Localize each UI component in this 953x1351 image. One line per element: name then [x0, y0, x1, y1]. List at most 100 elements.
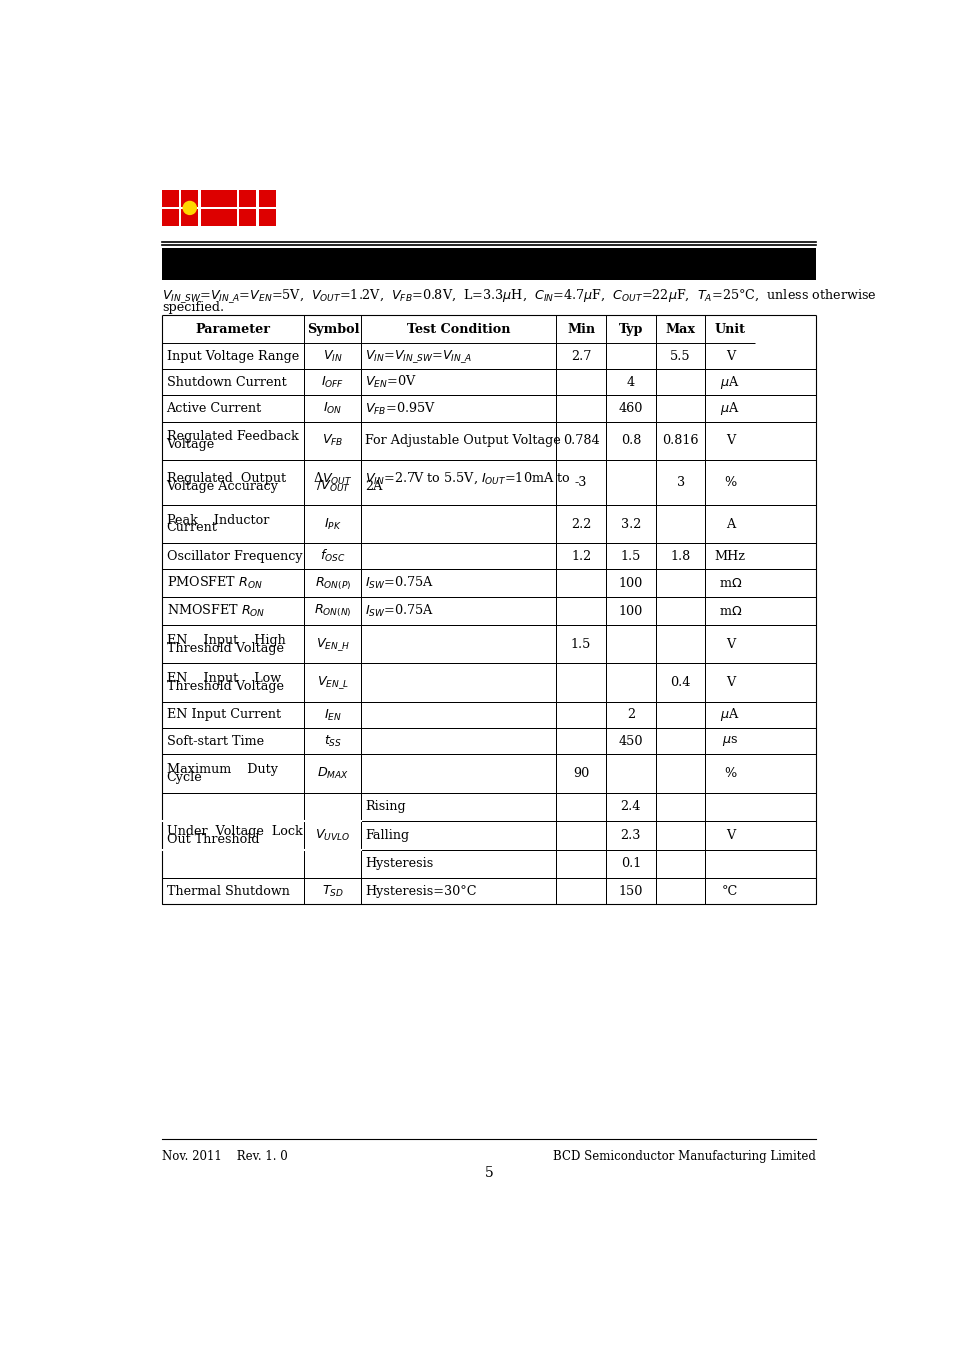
Text: Out Threshold: Out Threshold: [167, 832, 259, 846]
Text: V: V: [725, 350, 734, 362]
Text: For Adjustable Output Voltage: For Adjustable Output Voltage: [365, 435, 560, 447]
Text: Peak    Inductor: Peak Inductor: [167, 513, 269, 527]
Text: 450: 450: [618, 735, 642, 747]
Text: 0.4: 0.4: [670, 676, 690, 689]
Text: 2A: 2A: [365, 480, 382, 493]
Text: $V_{IN\_SW}$=$V_{IN\_A}$=$V_{EN}$=5V,  $V_{OUT}$=1.2V,  $V_{FB}$=0.8V,  L=3.3$\m: $V_{IN\_SW}$=$V_{IN\_A}$=$V_{EN}$=5V, $V…: [162, 288, 876, 305]
Text: 0.8: 0.8: [620, 435, 640, 447]
Text: $t_{SS}$: $t_{SS}$: [323, 734, 341, 748]
Text: 1.2: 1.2: [571, 550, 591, 563]
Text: -3: -3: [575, 476, 587, 489]
Text: Cycle: Cycle: [167, 771, 202, 784]
Text: 0.784: 0.784: [562, 435, 598, 447]
Text: MHz: MHz: [714, 550, 745, 563]
Ellipse shape: [182, 201, 197, 215]
Text: $V_{EN\_L}$: $V_{EN\_L}$: [316, 674, 349, 690]
Text: 460: 460: [618, 403, 642, 415]
Text: 2.7: 2.7: [570, 350, 591, 362]
Text: $R_{ON(N)}$: $R_{ON(N)}$: [314, 603, 352, 619]
Bar: [258, 190, 275, 207]
Text: $\mu$A: $\mu$A: [720, 707, 740, 724]
Text: 90: 90: [573, 767, 589, 780]
Text: m$\Omega$: m$\Omega$: [718, 577, 741, 590]
Text: %: %: [723, 476, 736, 489]
Bar: [258, 209, 275, 226]
Text: Falling: Falling: [365, 830, 409, 842]
Text: Hysteresis: Hysteresis: [365, 858, 433, 870]
Text: $V_{IN}$=$V_{IN\_SW}$=$V_{IN\_A}$: $V_{IN}$=$V_{IN\_SW}$=$V_{IN\_A}$: [365, 347, 472, 365]
Text: 0.1: 0.1: [620, 858, 640, 870]
Text: Parameter: Parameter: [195, 323, 271, 335]
Text: $V_{EN\_H}$: $V_{EN\_H}$: [315, 636, 350, 653]
Text: Rising: Rising: [365, 801, 405, 813]
Text: Input Voltage Range: Input Voltage Range: [167, 350, 298, 362]
Text: EN Input Current: EN Input Current: [167, 708, 280, 721]
Text: $R_{ON(P)}$: $R_{ON(P)}$: [314, 576, 351, 592]
Text: $I_{EN}$: $I_{EN}$: [324, 708, 341, 723]
Text: 2.3: 2.3: [620, 830, 640, 842]
Bar: [162, 190, 179, 207]
Text: Active Current: Active Current: [167, 403, 261, 415]
Text: $I_{OFF}$: $I_{OFF}$: [321, 374, 344, 390]
Text: °C: °C: [721, 885, 738, 898]
Text: $V_{IN}$: $V_{IN}$: [323, 349, 342, 363]
Text: 1.5: 1.5: [620, 550, 640, 563]
Text: EN    Input    Low: EN Input Low: [167, 673, 280, 685]
Text: 100: 100: [618, 577, 642, 590]
Text: Max: Max: [665, 323, 695, 335]
Text: Symbol: Symbol: [306, 323, 358, 335]
Text: $I_{PK}$: $I_{PK}$: [324, 516, 341, 531]
Text: Test Condition: Test Condition: [407, 323, 510, 335]
Text: $V_{FB}$: $V_{FB}$: [322, 434, 343, 449]
Text: $I_{SW}$=0.75A: $I_{SW}$=0.75A: [365, 603, 434, 619]
Text: Under  Voltage  Lock: Under Voltage Lock: [167, 825, 302, 838]
Text: Δ$V_{OUT}$: Δ$V_{OUT}$: [313, 470, 353, 486]
Text: specified.: specified.: [162, 301, 224, 313]
Bar: [181, 190, 198, 207]
Text: 3.2: 3.2: [620, 517, 640, 531]
Text: 3: 3: [676, 476, 684, 489]
Text: A: A: [725, 517, 734, 531]
Text: Current: Current: [167, 521, 217, 535]
Text: Hysteresis=30°C: Hysteresis=30°C: [365, 885, 476, 898]
Text: Thermal Shutdown: Thermal Shutdown: [167, 885, 289, 898]
Text: $V_{FB}$=0.95V: $V_{FB}$=0.95V: [365, 400, 436, 416]
Text: 2.4: 2.4: [620, 801, 640, 813]
Bar: [200, 209, 236, 226]
Text: Maximum    Duty: Maximum Duty: [167, 763, 277, 775]
Text: PMOSFET $R_{ON}$: PMOSFET $R_{ON}$: [167, 576, 262, 592]
Bar: [239, 209, 256, 226]
Text: Typ: Typ: [618, 323, 642, 335]
Text: V: V: [725, 830, 734, 842]
Text: $I_{SW}$=0.75A: $I_{SW}$=0.75A: [365, 576, 434, 592]
Bar: [162, 209, 179, 226]
Text: 2.2: 2.2: [570, 517, 591, 531]
Text: Voltage Accuracy: Voltage Accuracy: [167, 480, 278, 493]
Text: Voltage: Voltage: [167, 438, 214, 451]
Bar: [239, 190, 256, 207]
Text: $V_{EN}$=0V: $V_{EN}$=0V: [365, 374, 416, 390]
Text: Nov. 2011    Rev. 1. 0: Nov. 2011 Rev. 1. 0: [162, 1150, 287, 1163]
Bar: [181, 209, 198, 226]
Text: $T_{SD}$: $T_{SD}$: [321, 884, 343, 898]
Text: $V_{IN}$=2.7V to 5.5V, $I_{OUT}$=10mA to: $V_{IN}$=2.7V to 5.5V, $I_{OUT}$=10mA to: [365, 470, 570, 486]
Text: 1.5: 1.5: [570, 638, 591, 651]
Text: Threshold Voltage: Threshold Voltage: [167, 680, 283, 693]
Text: 5: 5: [484, 1166, 493, 1181]
Text: V: V: [725, 676, 734, 689]
Text: 2: 2: [626, 708, 635, 721]
Text: 0.816: 0.816: [661, 435, 699, 447]
Text: 100: 100: [618, 604, 642, 617]
Text: $\mu$s: $\mu$s: [721, 734, 738, 748]
Text: V: V: [725, 638, 734, 651]
Text: %: %: [723, 767, 736, 780]
Text: Oscillator Frequency: Oscillator Frequency: [167, 550, 302, 563]
Text: Regulated  Output: Regulated Output: [167, 471, 285, 485]
Text: Regulated Feedback: Regulated Feedback: [167, 431, 298, 443]
Text: EN    Input    High: EN Input High: [167, 634, 285, 647]
Text: $\mu$A: $\mu$A: [720, 400, 740, 417]
Text: 4: 4: [626, 376, 635, 389]
Text: Min: Min: [566, 323, 595, 335]
Text: BCD Semiconductor Manufacturing Limited: BCD Semiconductor Manufacturing Limited: [553, 1150, 815, 1163]
Text: /$V_{OUT}$: /$V_{OUT}$: [315, 478, 350, 494]
